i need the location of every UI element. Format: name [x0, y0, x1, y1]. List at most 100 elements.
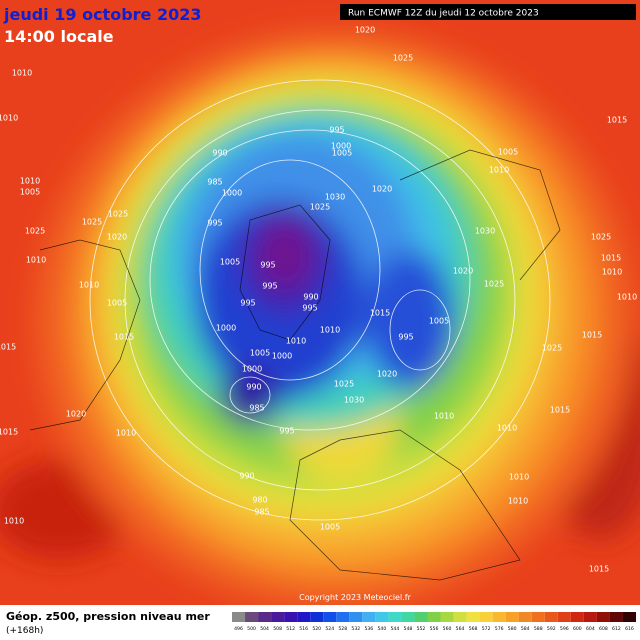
colorbar-cell	[349, 612, 363, 622]
colorbar-cell	[258, 612, 272, 622]
pressure-label: 1010	[116, 429, 136, 438]
colorbar-label: 596	[560, 626, 569, 632]
colorbar-cell	[453, 612, 467, 622]
colorbar-label: 600	[573, 626, 582, 632]
pressure-label: 1010	[4, 517, 24, 526]
pressure-label: 1025	[25, 227, 45, 236]
pressure-label: 1025	[108, 210, 128, 219]
colorbar-label: 524	[325, 626, 334, 632]
pressure-label: 990	[212, 149, 227, 158]
pressure-label: 1015	[0, 343, 16, 352]
colorbar-cell	[505, 612, 519, 622]
run-box	[340, 4, 636, 20]
colorbar-label: 540	[377, 626, 386, 632]
colorbar-label: 532	[351, 626, 360, 632]
colorbar-cell	[596, 612, 610, 622]
pressure-label: 1015	[114, 333, 134, 342]
colorbar-cell	[427, 612, 441, 622]
pressure-label: 995	[279, 427, 294, 436]
geopotential-field	[0, 30, 640, 610]
pressure-label: 1005	[20, 188, 40, 197]
colorbar-label: 516	[299, 626, 308, 632]
colorbar-label: 508	[273, 626, 282, 632]
copyright: Copyright 2023 Meteociel.fr	[299, 593, 411, 602]
pressure-label: 1025	[542, 344, 562, 353]
pressure-label: 995	[302, 304, 317, 313]
colorbar-cell	[440, 612, 454, 622]
colorbar-cell	[336, 612, 350, 622]
colorbar-label: 564	[456, 626, 465, 632]
pressure-label: 1015	[550, 406, 570, 415]
pressure-label: 995	[207, 219, 222, 228]
colorbar-label: 572	[482, 626, 491, 632]
colorbar-cell	[557, 612, 571, 622]
colorbar-cell	[479, 612, 493, 622]
pressure-label: 1010	[434, 412, 454, 421]
pressure-label: 1015	[589, 565, 609, 574]
time-title: 14:00 locale	[4, 27, 114, 46]
pressure-label: 1005	[429, 317, 449, 326]
pressure-label: 1000	[331, 142, 351, 151]
colorbar-label: 504	[260, 626, 269, 632]
colorbar-cell	[245, 612, 259, 622]
pressure-label: 1010	[12, 69, 32, 78]
colorbar-cell	[297, 612, 311, 622]
colorbar-label: 500	[247, 626, 256, 632]
colorbar-label: 584	[521, 626, 530, 632]
pressure-label: 985	[249, 404, 264, 413]
colorbar-cell	[401, 612, 415, 622]
colorbar-cell	[466, 612, 480, 622]
colorbar-cell	[284, 612, 298, 622]
pressure-label: 1015	[601, 254, 621, 263]
pressure-label: 1030	[325, 193, 345, 202]
pressure-label: 1005	[250, 349, 270, 358]
pressure-label: 1000	[272, 352, 292, 361]
pressure-label: 1015	[582, 331, 602, 340]
colorbar-cell	[492, 612, 506, 622]
colorbar-label: 536	[364, 626, 373, 632]
pressure-label: 1010	[497, 424, 517, 433]
lead-time: (+168h)	[6, 626, 43, 636]
pressure-label: 995	[398, 333, 413, 342]
pressure-label: 1020	[377, 370, 397, 379]
colorbar-cell	[232, 612, 246, 622]
pressure-label: 1030	[344, 396, 364, 405]
pressure-label: 1000	[216, 324, 236, 333]
pressure-label: 1005	[498, 148, 518, 157]
colorbar-label: 544	[391, 626, 400, 632]
colorbar-label: 528	[338, 626, 347, 632]
pressure-label: 1020	[355, 26, 375, 35]
colorbar-label: 556	[430, 626, 439, 632]
colorbar-cell	[375, 612, 389, 622]
pressure-label: 1030	[475, 227, 495, 236]
pressure-label: 1000	[222, 189, 242, 198]
run-info: Run ECMWF 12Z du jeudi 12 octobre 2023	[348, 9, 539, 19]
colorbar-label: 580	[508, 626, 517, 632]
pressure-label: 1020	[107, 233, 127, 242]
pressure-label: 1020	[372, 185, 392, 194]
pressure-label: 990	[303, 293, 318, 302]
colorbar-label: 496	[234, 626, 243, 632]
colorbar-cell	[622, 612, 636, 622]
colorbar-label: 576	[495, 626, 504, 632]
colorbar-label: 512	[286, 626, 295, 632]
pressure-label: 995	[260, 261, 275, 270]
pressure-label: 985	[254, 508, 269, 517]
colorbar-cell	[388, 612, 402, 622]
pressure-label: 985	[207, 178, 222, 187]
pressure-label: 1025	[334, 380, 354, 389]
colorbar-label: 568	[469, 626, 478, 632]
colorbar-label: 548	[404, 626, 413, 632]
colorbar-label: 616	[625, 626, 634, 632]
colorbar-cell	[570, 612, 584, 622]
colorbar-cell	[609, 612, 623, 622]
colorbar-label: 612	[612, 626, 621, 632]
colorbar-label: 520	[312, 626, 321, 632]
colorbar-cell	[323, 612, 337, 622]
pressure-label: 1005	[220, 258, 240, 267]
pressure-label: 1010	[617, 293, 637, 302]
colorbar-label: 592	[547, 626, 556, 632]
pressure-label: 1015	[0, 428, 18, 437]
colorbar-label: 552	[417, 626, 426, 632]
